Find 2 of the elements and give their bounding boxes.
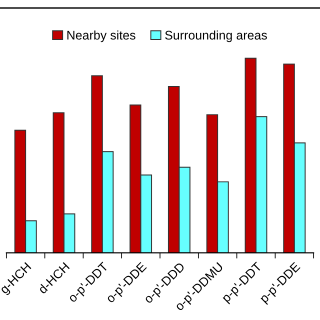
legend-label: Nearby sites (67, 30, 136, 42)
legend-label: Surrounding areas (165, 30, 267, 42)
